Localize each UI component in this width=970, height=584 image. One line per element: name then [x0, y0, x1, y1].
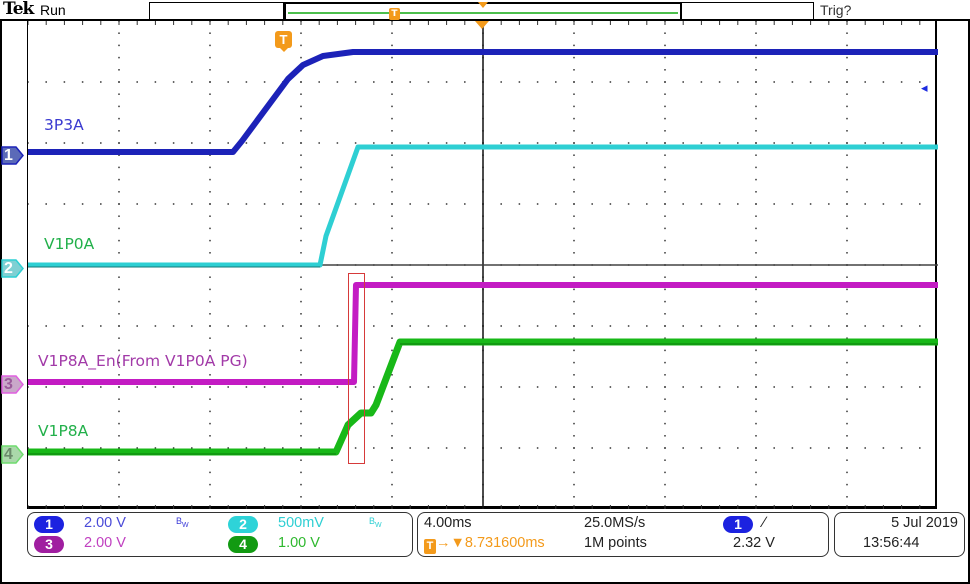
time-per-div[interactable]: 4.00ms [424, 515, 472, 531]
ch1-badge[interactable]: 1 [34, 516, 64, 533]
ch2-bw-limit-icon: BW [369, 516, 382, 529]
trace-label-ch2: V1P0A [44, 235, 95, 253]
channel-readout-panel[interactable]: 1 2.00 V BW 2 500mV BW 3 2.00 V 4 1.00 V [27, 512, 413, 557]
record-view-window[interactable]: T [284, 2, 682, 21]
ch4-ground-marker[interactable]: 4 [1, 445, 25, 464]
trace-label-ch4: V1P8A [38, 422, 89, 440]
annotation-highlight-box [348, 273, 365, 464]
ch3-scale[interactable]: 2.00 V [84, 535, 126, 551]
trigger-delay-readout[interactable]: T →▼8.731600ms [424, 535, 545, 554]
trigger-delay-value: 8.731600ms [464, 535, 545, 551]
tek-logo: Tek [3, 0, 34, 19]
trace-label-ch1: 3P3A [44, 116, 84, 134]
horizontal-trigger-readout-panel[interactable]: 4.00ms T →▼8.731600ms 25.0MS/s 1M points … [417, 512, 829, 557]
date: 5 Jul 2019 [891, 515, 958, 531]
trigger-t-icon: T [424, 539, 436, 554]
ch2-marker-label: 2 [4, 260, 13, 277]
acquisition-status: Run [40, 2, 66, 18]
waveform-ch4 [28, 338, 938, 456]
ch3-ground-marker[interactable]: 3 [1, 375, 25, 394]
record-trigger-marker-icon: T [389, 8, 400, 20]
waveform-ch1 [28, 49, 938, 155]
record-length[interactable]: 1M points [584, 535, 647, 551]
ch3-marker-label: 3 [4, 376, 13, 393]
waveform-ch2 [28, 144, 938, 268]
record-center-indicator-icon [478, 2, 488, 8]
sample-rate: 25.0MS/s [584, 515, 646, 531]
ch2-scale[interactable]: 500mV [278, 515, 324, 531]
trigger-level-arrow-icon[interactable]: ◂ [921, 81, 928, 96]
time: 13:56:44 [863, 535, 920, 551]
trigger-status: Trig? [820, 2, 852, 18]
trace-label-ch3: V1P8A_En(From V1P0A PG) [38, 352, 248, 370]
record-view-bar [288, 12, 678, 14]
ch1-ground-marker[interactable]: 1 [1, 146, 25, 165]
ch4-marker-label: 4 [4, 446, 13, 463]
ch3-badge[interactable]: 3 [34, 536, 64, 553]
record-overview-right [682, 2, 814, 21]
delay-arrow-icon: →▼ [436, 535, 465, 551]
graticule-grid [28, 21, 938, 509]
trigger-position-center-icon [475, 21, 489, 29]
ch2-ground-marker[interactable]: 2 [1, 259, 25, 278]
waveform-ch3 [28, 282, 938, 385]
status-bar: Tek Run T Trig? [0, 0, 970, 21]
ch1-scale[interactable]: 2.00 V [84, 515, 126, 531]
waveform-graticule[interactable] [27, 21, 938, 509]
trigger-level[interactable]: 2.32 V [733, 535, 775, 551]
trigger-source-badge[interactable]: 1 [723, 516, 753, 533]
datetime-panel: 5 Jul 2019 13:56:44 [834, 512, 965, 557]
ch2-badge[interactable]: 2 [228, 516, 258, 533]
record-overview-left [149, 2, 284, 21]
trigger-slope-rising-icon[interactable]: ∕ [763, 514, 766, 531]
ch1-marker-label: 1 [4, 147, 13, 164]
ch1-bw-limit-icon: BW [176, 516, 189, 529]
ch4-badge[interactable]: 4 [228, 536, 258, 553]
ch4-scale[interactable]: 1.00 V [278, 535, 320, 551]
trigger-position-marker-icon[interactable]: T [275, 31, 292, 52]
